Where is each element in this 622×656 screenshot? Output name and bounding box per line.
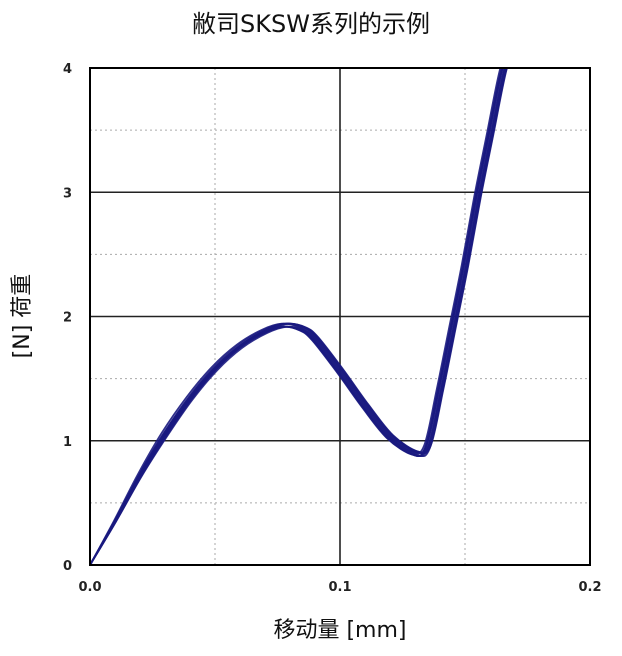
series-line: [90, 68, 504, 565]
series-line: [90, 68, 508, 565]
series-line: [90, 68, 506, 565]
plot-frame: [89, 67, 591, 566]
y-tick-label: 3: [63, 186, 72, 201]
x-tick-label: 0.2: [578, 580, 601, 595]
y-tick-label: 0: [63, 559, 72, 574]
series-line: [90, 68, 502, 565]
grid-lines: [90, 68, 590, 565]
series-line: [90, 68, 508, 565]
series-line: [90, 68, 506, 565]
x-axis-label: 移动量 [mm]: [273, 618, 407, 643]
y-tick-label: 2: [63, 311, 72, 326]
series-line: [90, 68, 504, 565]
y-tick-label: 1: [63, 435, 72, 450]
series-line: [90, 68, 504, 565]
x-tick-label: 0.0: [78, 580, 101, 595]
series-line: [90, 68, 503, 565]
tick-labels: 0.0 0.1 0.2 0 1 2 3 4: [63, 62, 602, 595]
y-tick-label: 4: [63, 62, 72, 77]
load-displacement-curves: [90, 68, 508, 565]
series-line: [90, 68, 507, 565]
chart-title: 敝司SKSW系列的示例: [192, 10, 430, 38]
series-line: [90, 68, 508, 565]
x-tick-label: 0.1: [328, 580, 351, 595]
